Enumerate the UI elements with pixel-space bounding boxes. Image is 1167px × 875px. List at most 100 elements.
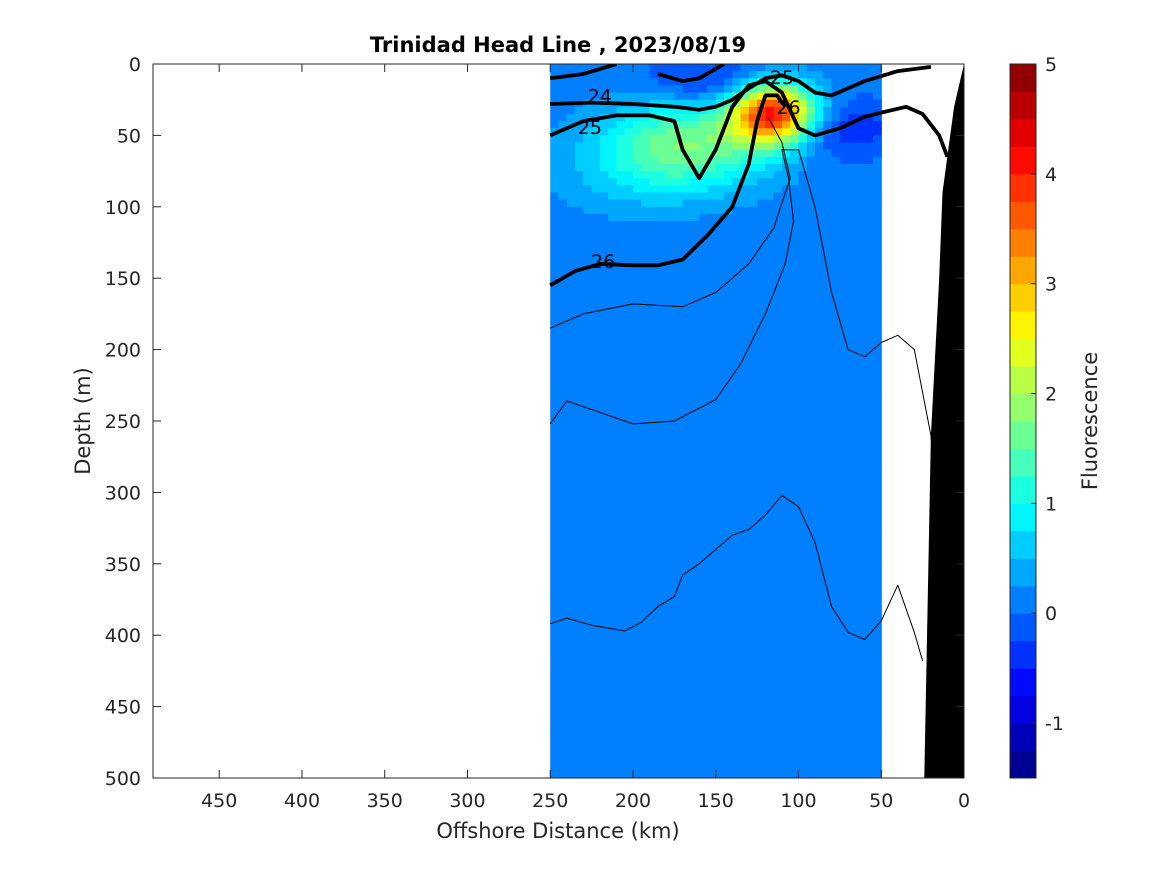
heatmap-cell	[781, 599, 791, 608]
heatmap-cell	[765, 363, 775, 372]
heatmap-cell	[641, 235, 651, 244]
heatmap-cell	[781, 549, 791, 558]
heatmap-cell	[872, 228, 882, 236]
heatmap-cell	[575, 135, 584, 144]
heatmap-cell	[599, 520, 609, 529]
heatmap-cell	[632, 513, 642, 522]
heatmap-cell	[856, 399, 866, 408]
heatmap-cell	[624, 378, 634, 386]
heatmap-cell	[872, 271, 882, 279]
heatmap-cell	[699, 392, 709, 401]
heatmap-cell	[781, 128, 791, 136]
heatmap-cell	[583, 442, 593, 451]
heatmap-cell	[575, 128, 584, 136]
heatmap-cell	[773, 428, 783, 436]
colorbar-tick-label: 5	[1045, 54, 1057, 76]
heatmap-cell	[856, 699, 866, 708]
heatmap-cell	[558, 506, 568, 515]
heatmap-cell	[657, 371, 667, 379]
heatmap-cell	[757, 742, 766, 751]
heatmap-cell	[856, 556, 866, 565]
heatmap-cell	[848, 328, 858, 336]
heatmap-cell	[798, 413, 808, 422]
heatmap-cell	[856, 371, 866, 379]
heatmap-cell	[831, 321, 841, 329]
heatmap-cell	[872, 92, 882, 101]
heatmap-cell	[798, 292, 808, 301]
heatmap-cell	[815, 128, 824, 136]
heatmap-cell	[724, 321, 733, 329]
heatmap-cell	[864, 685, 874, 693]
heatmap-cell	[732, 156, 742, 165]
heatmap-cell	[748, 485, 758, 493]
heatmap-cell	[806, 335, 816, 344]
heatmap-cell	[666, 542, 675, 551]
heatmap-cell	[806, 635, 816, 643]
heatmap-cell	[608, 306, 618, 315]
heatmap-cell	[591, 442, 601, 451]
heatmap-cell	[765, 278, 775, 286]
heatmap-cell	[773, 642, 783, 651]
heatmap-cell	[682, 456, 692, 465]
heatmap-cell	[831, 349, 841, 358]
heatmap-cell	[566, 349, 576, 358]
heatmap-cell	[773, 406, 783, 415]
heatmap-cell	[839, 399, 849, 408]
heatmap-cell	[732, 249, 742, 258]
heatmap-cell	[856, 485, 866, 493]
heatmap-cell	[624, 242, 634, 251]
heatmap-cell	[815, 620, 824, 629]
heatmap-cell	[690, 556, 700, 565]
heatmap-cell	[616, 385, 626, 394]
heatmap-cell	[550, 121, 560, 129]
heatmap-cell	[682, 378, 692, 386]
heatmap-cell	[831, 756, 841, 765]
heatmap-cell	[599, 178, 609, 186]
heatmap-cell	[583, 692, 593, 701]
heatmap-cell	[699, 770, 709, 778]
heatmap-cell	[632, 578, 642, 586]
heatmap-cell	[624, 513, 634, 522]
heatmap-cell	[740, 92, 750, 101]
colorbar-label: Fluorescence	[1078, 352, 1102, 490]
heatmap-cell	[848, 206, 858, 215]
heatmap-cell	[616, 470, 626, 479]
heatmap-cell	[707, 656, 717, 665]
heatmap-cell	[748, 628, 758, 636]
heatmap-cell	[690, 413, 700, 422]
heatmap-cell	[674, 85, 684, 94]
heatmap-cell	[823, 421, 833, 429]
heatmap-cell	[657, 349, 667, 358]
heatmap-cell	[666, 149, 675, 158]
heatmap-cell	[608, 299, 618, 308]
colorbar-swatch	[1010, 750, 1036, 779]
heatmap-cell	[558, 492, 568, 501]
heatmap-cell	[641, 178, 651, 186]
heatmap-cell	[748, 242, 758, 251]
heatmap-cell	[715, 213, 725, 222]
heatmap-cell	[823, 578, 833, 586]
heatmap-cell	[632, 263, 642, 272]
heatmap-cell	[757, 342, 766, 351]
heatmap-cell	[732, 235, 742, 244]
heatmap-cell	[608, 449, 618, 458]
heatmap-cell	[748, 620, 758, 629]
heatmap-cell	[575, 549, 584, 558]
heatmap-cell	[765, 663, 775, 672]
heatmap-cell	[781, 585, 791, 593]
heatmap-cell	[864, 506, 874, 515]
heatmap-cell	[707, 449, 717, 458]
heatmap-cell	[856, 549, 866, 558]
heatmap-cell	[591, 385, 601, 394]
heatmap-cell	[757, 728, 766, 736]
heatmap-cell	[740, 492, 750, 501]
heatmap-cell	[624, 485, 634, 493]
heatmap-cell	[815, 392, 824, 401]
heatmap-cell	[666, 435, 675, 444]
heatmap-cell	[690, 249, 700, 258]
heatmap-cell	[632, 449, 642, 458]
heatmap-cell	[715, 713, 725, 722]
heatmap-cell	[724, 213, 733, 222]
heatmap-cell	[715, 249, 725, 258]
heatmap-cell	[566, 463, 576, 472]
